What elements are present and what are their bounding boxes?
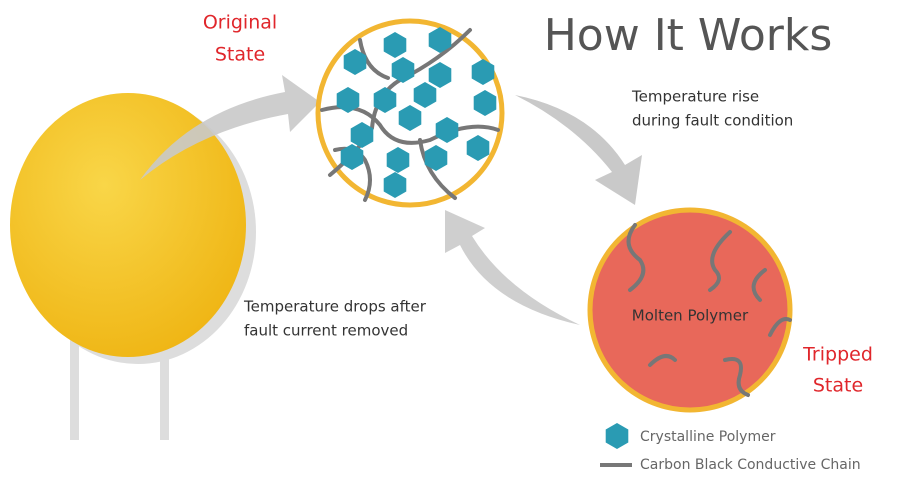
legend-label: Crystalline Polymer [640, 429, 776, 445]
legend-label: Carbon Black Conductive Chain [640, 457, 861, 473]
note: during fault condition [632, 112, 793, 130]
state-label: State [813, 375, 863, 397]
state-label: Original [203, 12, 277, 34]
state-label: Tripped [802, 344, 873, 366]
arrow [445, 210, 580, 325]
title: How It Works [544, 10, 833, 61]
note: Temperature rise [631, 88, 759, 106]
arrow [140, 75, 320, 180]
note: fault current removed [244, 322, 408, 340]
note: Temperature drops after [243, 298, 427, 316]
melted-chains [626, 223, 792, 397]
legend-hexagon [605, 423, 629, 449]
molten-label: Molten Polymer [632, 307, 749, 325]
component-body [10, 93, 246, 357]
state-label: State [215, 44, 265, 66]
arrow [515, 95, 642, 205]
